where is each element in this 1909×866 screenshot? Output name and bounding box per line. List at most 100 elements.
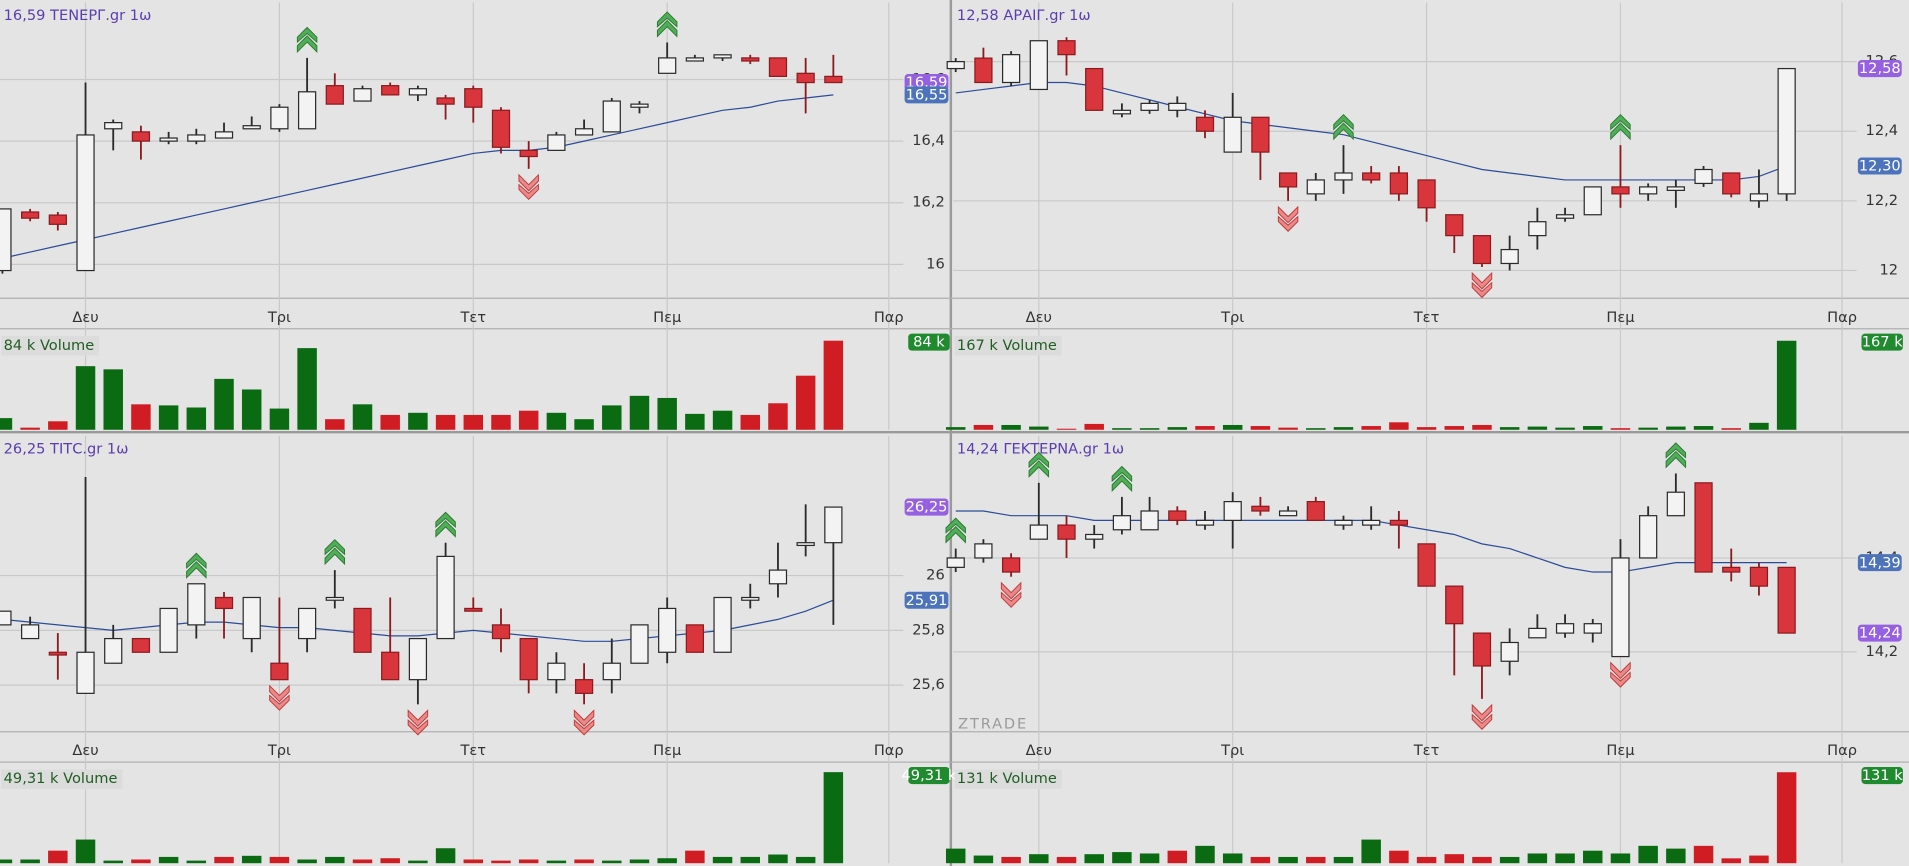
volume-bar xyxy=(1029,426,1049,430)
candle-body xyxy=(1029,40,1048,91)
volume-bar xyxy=(685,413,705,430)
candle-body xyxy=(1001,557,1021,573)
volume-bar xyxy=(1278,856,1298,864)
volume-bar xyxy=(1167,850,1188,864)
volume-bar xyxy=(186,407,207,430)
volume-bar xyxy=(408,860,428,864)
candle-body xyxy=(630,103,649,108)
volume-bar xyxy=(574,859,594,864)
volume-bar xyxy=(1444,426,1465,430)
volume-title-bg xyxy=(954,336,1062,356)
candle-body xyxy=(1555,214,1575,219)
volume-bar xyxy=(20,859,40,864)
candle-body xyxy=(1639,186,1658,195)
candle-body xyxy=(602,662,621,681)
candle-body xyxy=(48,214,67,225)
candle-body xyxy=(602,100,621,133)
volume-title: 167 k Volume xyxy=(957,337,1057,354)
volume-bar xyxy=(768,854,788,864)
volume-bar xyxy=(186,860,207,864)
candle-body xyxy=(297,91,317,130)
volume-bar xyxy=(1001,856,1021,864)
buy-signal xyxy=(1028,451,1050,478)
y-tick-label: 25,6 xyxy=(912,676,944,693)
volume-bar xyxy=(1389,850,1409,864)
candle-body xyxy=(685,624,705,653)
volume-bar xyxy=(408,412,428,430)
volume-bar xyxy=(685,850,705,864)
volume-bar xyxy=(0,418,13,430)
candle-body xyxy=(1694,482,1713,573)
volume-bar xyxy=(463,859,484,864)
watermark: ZTRADE xyxy=(958,715,1028,732)
candle-body xyxy=(464,88,483,108)
price-badge xyxy=(1857,554,1902,572)
candle-body xyxy=(768,569,788,585)
volume-bar xyxy=(269,856,290,864)
candle-body xyxy=(1278,510,1298,517)
volume-bar xyxy=(712,856,733,864)
volume-bar xyxy=(795,856,816,864)
candle-body xyxy=(1666,186,1685,191)
volume-bar xyxy=(131,404,151,430)
x-tick-label: Δευ xyxy=(1026,742,1052,759)
volume-bar xyxy=(518,859,539,864)
candle-body xyxy=(408,637,428,681)
volume-bar xyxy=(1306,856,1326,864)
y-tick-label: 16,4 xyxy=(912,132,944,149)
candle-body xyxy=(104,122,123,130)
candle-body xyxy=(1555,623,1575,634)
volume-bar xyxy=(297,859,317,864)
x-tick-label: Παρ xyxy=(1827,742,1857,759)
volume-bar xyxy=(1361,426,1381,430)
chart-title: 26,25 ΤΙΤC.gr 1ω xyxy=(4,440,129,457)
volume-bar xyxy=(48,421,68,430)
volume-bar xyxy=(1583,850,1603,864)
volume-badge xyxy=(1861,333,1903,351)
candle-body xyxy=(1694,168,1713,185)
candle-body xyxy=(1472,632,1492,667)
volume-badge xyxy=(908,333,950,351)
candle-body xyxy=(1666,491,1685,517)
candle-body xyxy=(1362,519,1381,526)
volume-bar xyxy=(380,858,400,864)
candle-body xyxy=(1417,179,1436,209)
x-tick-label: Τετ xyxy=(1413,309,1440,326)
candle-body xyxy=(1777,67,1796,195)
candle-body xyxy=(1389,519,1409,526)
volume-bar xyxy=(1222,424,1243,430)
volume-bar xyxy=(1666,426,1686,430)
volume-bar xyxy=(1555,853,1575,864)
volume-badge-label: 49,31 k xyxy=(901,767,956,784)
volume-bar xyxy=(75,839,96,864)
volume-bar xyxy=(352,859,373,864)
volume-bar xyxy=(546,412,567,430)
candle-body xyxy=(21,211,40,219)
x-tick-label: Δευ xyxy=(72,309,98,326)
volume-bar xyxy=(380,414,400,430)
candle-body xyxy=(1112,109,1132,115)
volume-bar xyxy=(574,419,594,430)
x-tick-label: Παρ xyxy=(874,742,904,759)
x-tick-label: Παρ xyxy=(874,309,904,326)
price-badge-label: 12,58 xyxy=(1859,60,1901,77)
candle-body xyxy=(824,506,843,544)
candle-body xyxy=(574,679,594,694)
price-badge-label: 14,39 xyxy=(1859,554,1901,571)
volume-bar xyxy=(1029,854,1049,864)
candle-body xyxy=(713,54,732,59)
candle-body xyxy=(187,583,206,626)
x-tick-label: Τετ xyxy=(459,742,486,759)
candle-body xyxy=(464,607,483,612)
candle-body xyxy=(1085,67,1104,111)
candle-body xyxy=(270,106,289,130)
volume-bar xyxy=(103,860,123,864)
volume-bar xyxy=(491,860,511,864)
price-badge-label: 14,24 xyxy=(1859,625,1901,642)
volume-badge xyxy=(908,767,950,785)
volume-bar xyxy=(1333,427,1354,430)
candle-body xyxy=(741,596,760,601)
y-tick-label: 12,2 xyxy=(1866,192,1898,209)
volume-bar xyxy=(0,859,13,864)
buy-signal xyxy=(296,26,318,53)
